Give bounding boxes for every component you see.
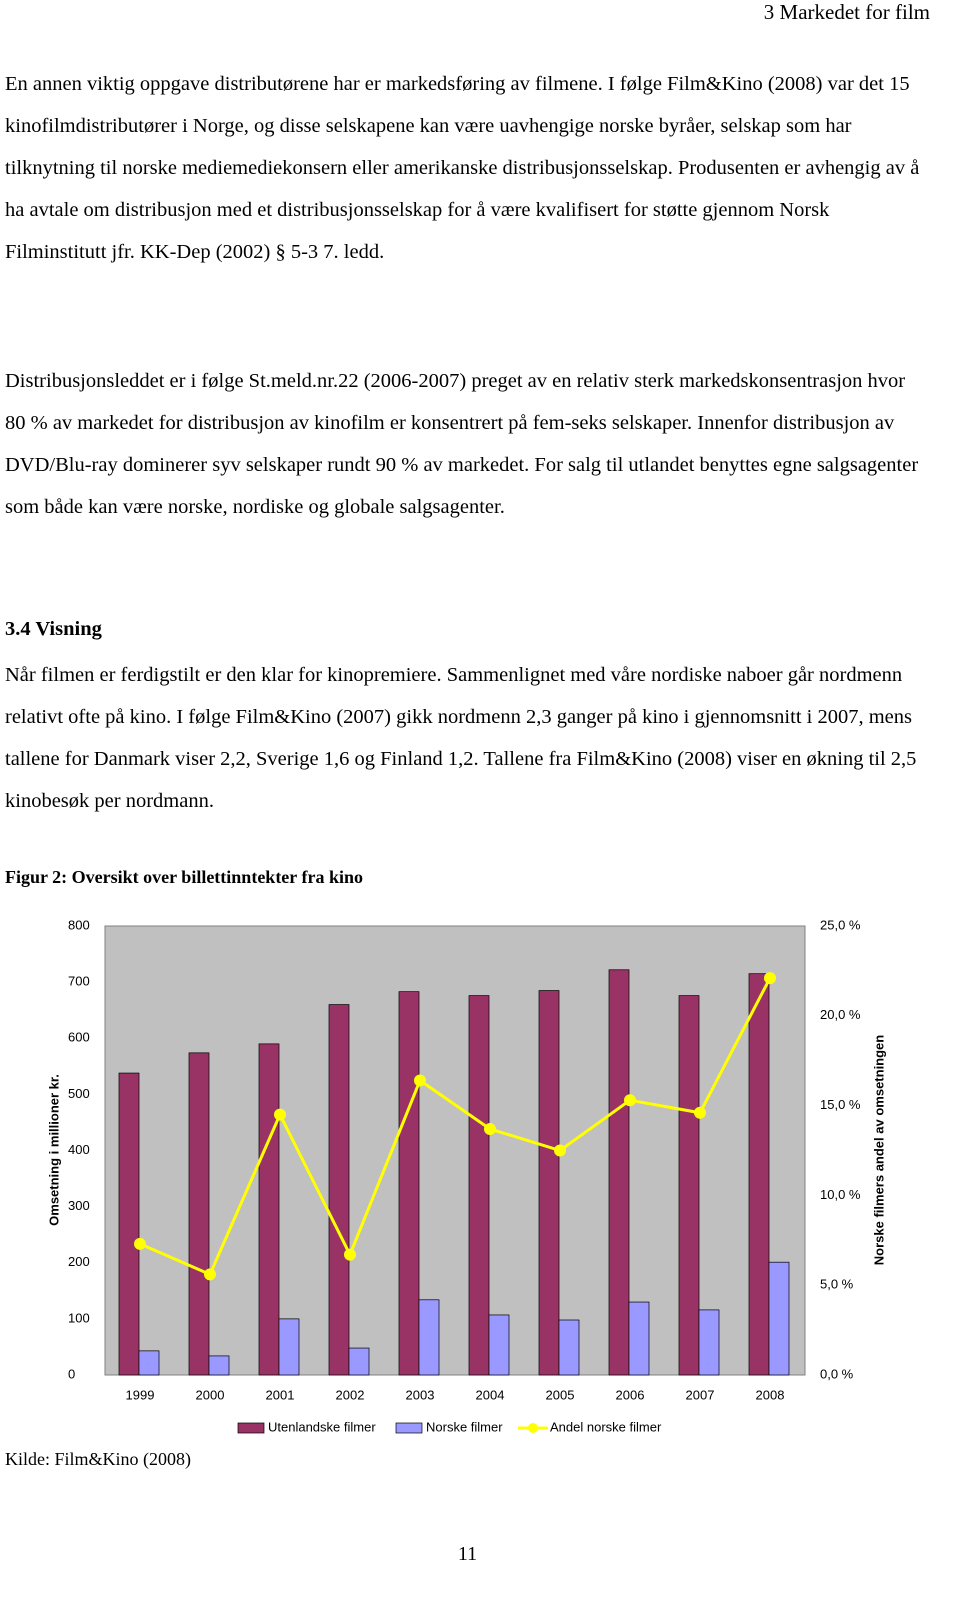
bar (608, 969, 630, 1376)
y-tick-label: 500 (68, 1086, 90, 1101)
y2-axis-title: Norske filmers andel av omsetningen (871, 1035, 886, 1266)
section-heading: 3.4 Visning (5, 618, 102, 640)
bar (768, 1261, 790, 1376)
bar (678, 995, 700, 1376)
figure-source: Kilde: Film&Kino (2008) (5, 1449, 191, 1469)
bar (488, 1314, 510, 1376)
x-tick-label: 2001 (266, 1387, 295, 1402)
legend-label: Norske filmer (426, 1419, 503, 1434)
x-tick-label: 2005 (546, 1387, 575, 1402)
bar (628, 1301, 650, 1376)
y-tick-label: 200 (68, 1254, 90, 1269)
line-marker (764, 972, 776, 985)
bar (538, 990, 560, 1376)
x-tick-label: 2008 (756, 1387, 785, 1402)
legend-swatch (395, 1422, 423, 1434)
x-tick-label: 2002 (336, 1387, 365, 1402)
bar (468, 995, 490, 1376)
x-tick-label: 2007 (686, 1387, 715, 1402)
y-tick-label: 600 (68, 1030, 90, 1045)
y-tick-label: 0 (68, 1366, 75, 1381)
legend-label: Utenlandske filmer (268, 1419, 376, 1434)
legend-marker (528, 1423, 538, 1433)
paragraph: En annen viktig oppgave distributørene h… (5, 73, 920, 263)
line-marker (694, 1106, 706, 1119)
bar (698, 1309, 720, 1376)
y2-tick-label: 5,0 % (820, 1277, 854, 1292)
bar (348, 1347, 370, 1376)
y-tick-label: 800 (68, 917, 90, 932)
x-tick-label: 1999 (126, 1387, 155, 1402)
y2-tick-label: 20,0 % (820, 1007, 861, 1022)
line-marker (554, 1144, 566, 1157)
y-tick-label: 400 (68, 1142, 90, 1157)
bar (138, 1350, 160, 1376)
chart: Omsetning i millioner kr. Norske filmers… (46, 917, 886, 1434)
figure-caption: Figur 2: Oversikt over billettinntekter … (5, 867, 363, 887)
plot-area (104, 925, 806, 1376)
line-marker (344, 1248, 356, 1261)
bar (418, 1299, 440, 1376)
bar (278, 1318, 300, 1376)
legend-swatch (237, 1422, 265, 1434)
page-header: 3 Markedet for film (763, 0, 930, 24)
y2-tick-label: 0,0 % (820, 1366, 854, 1381)
bar (118, 1072, 140, 1376)
bar (328, 1004, 350, 1376)
line-marker (134, 1237, 146, 1250)
line (139, 977, 772, 1277)
bar (208, 1355, 230, 1376)
y-axis-title: Omsetning i millioner kr. (46, 1074, 61, 1226)
line-marker (414, 1074, 426, 1087)
line-marker (484, 1122, 496, 1135)
y2-tick-label: 15,0 % (820, 1097, 861, 1112)
y2-tick-label: 25,0 % (820, 917, 861, 932)
x-tick-label: 2006 (616, 1387, 645, 1402)
page-number: 11 (457, 1543, 478, 1565)
y-tick-label: 300 (68, 1198, 90, 1213)
legend-label: Andel norske filmer (550, 1419, 662, 1434)
paragraph: Når filmen er ferdigstilt er den klar fo… (5, 664, 917, 812)
y-tick-label: 700 (68, 974, 90, 989)
x-tick-label: 2000 (196, 1387, 225, 1402)
line-marker (624, 1094, 636, 1107)
bar (258, 1043, 280, 1376)
bar (188, 1052, 210, 1376)
x-tick-label: 2003 (406, 1387, 435, 1402)
line-marker (274, 1108, 286, 1121)
bar (398, 991, 420, 1376)
paragraph: Distribusjonsleddet er i følge St.meld.n… (5, 370, 919, 518)
y-tick-label: 100 (68, 1310, 90, 1325)
bar (558, 1319, 580, 1376)
bar (748, 973, 770, 1376)
line-marker (204, 1268, 216, 1281)
x-tick-label: 2004 (476, 1387, 505, 1402)
y2-tick-label: 10,0 % (820, 1187, 861, 1202)
